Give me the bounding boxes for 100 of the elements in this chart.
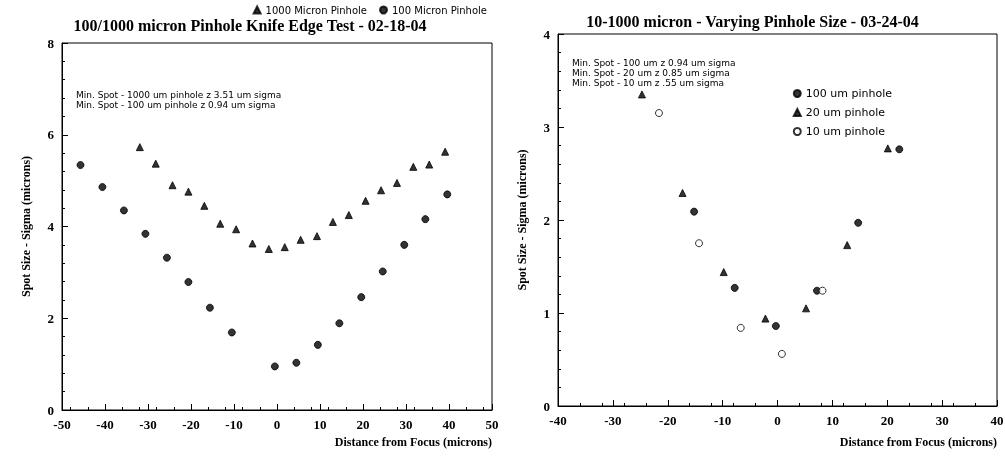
point <box>296 235 305 244</box>
point <box>232 225 241 234</box>
point <box>895 145 904 154</box>
point <box>200 201 209 210</box>
legend-label: 1000 Micron Pinhole <box>265 4 367 16</box>
point <box>280 243 289 252</box>
point <box>361 196 370 205</box>
point <box>678 189 687 198</box>
y-tick-label: 4 <box>47 219 55 234</box>
point <box>777 349 786 358</box>
x-tick-label: 10 <box>825 413 839 428</box>
point <box>719 268 728 277</box>
y-tick-label: 4 <box>543 26 551 42</box>
point <box>216 219 225 228</box>
x-tick-label: -40 <box>549 413 567 428</box>
x-tick-label: 30 <box>399 417 413 432</box>
point <box>441 147 450 156</box>
point <box>227 328 236 337</box>
point <box>730 283 739 292</box>
x-axis-title: Distance from Focus (microns) <box>334 435 493 449</box>
legend-label: 10 um pinhole <box>805 125 886 138</box>
point <box>270 362 279 371</box>
point <box>854 218 863 227</box>
point <box>344 211 353 220</box>
x-tick-label: 10 <box>313 417 327 432</box>
legend-label: 100 um pinhole <box>805 87 893 100</box>
x-tick-label: -40 <box>96 417 114 432</box>
point <box>690 207 699 216</box>
point <box>141 229 150 238</box>
point <box>443 190 452 199</box>
point <box>736 323 745 332</box>
point <box>151 159 160 168</box>
x-tick-label: 20 <box>356 417 370 432</box>
point <box>802 304 811 313</box>
point <box>818 286 827 295</box>
x-tick-label: 0 <box>273 417 281 432</box>
x-axis-title: Distance from Focus (microns) <box>839 435 998 449</box>
point <box>421 215 430 224</box>
y-tick-label: 1 <box>543 305 550 321</box>
point <box>637 90 646 99</box>
point <box>400 240 409 249</box>
point <box>248 239 257 248</box>
point <box>357 293 366 302</box>
y-tick-label: 0 <box>47 402 54 418</box>
point <box>425 160 434 169</box>
y-axis-title: Spot Size - Sigma (microns) <box>19 155 33 298</box>
annotation: Min. Spot - 100 um pinhole z 0.94 um sigma <box>76 99 276 110</box>
annotation: Min. Spot - 10 um z .55 um sigma <box>572 77 725 88</box>
point <box>264 244 273 253</box>
legend-label: 100 Micron Pinhole <box>391 4 488 16</box>
point <box>761 314 770 323</box>
point <box>771 322 780 331</box>
point <box>335 319 344 328</box>
x-tick-label: -20 <box>659 413 677 428</box>
x-tick-label: -10 <box>713 413 732 428</box>
x-tick-label: 0 <box>774 413 781 428</box>
legend-label: 20 um pinhole <box>805 106 886 119</box>
point <box>883 144 892 153</box>
annotation: Min. Spot - 20 um z 0.85 um sigma <box>572 67 730 78</box>
point <box>409 162 418 171</box>
x-tick-label: 20 <box>880 413 894 428</box>
point <box>184 278 193 287</box>
chart-title: 10-1000 micron - Varying Pinhole Size - 03-24-04 <box>586 12 919 31</box>
point <box>328 217 337 226</box>
x-tick-label: 40 <box>990 413 1004 428</box>
annotation: Min. Spot - 100 um z 0.94 um sigma <box>572 57 736 68</box>
point <box>378 267 387 276</box>
x-tick-label: 40 <box>442 417 456 432</box>
y-tick-label: 3 <box>543 119 551 135</box>
x-tick-label: -10 <box>225 417 243 432</box>
point <box>168 181 177 190</box>
y-axis-title: Spot Size - Sigma (microns) <box>515 149 529 291</box>
point <box>377 186 386 195</box>
x-tick-label: -20 <box>182 417 200 432</box>
point <box>392 178 401 187</box>
x-tick-label: -30 <box>139 417 157 432</box>
point <box>695 239 704 248</box>
point <box>313 340 322 349</box>
point <box>312 232 321 241</box>
point <box>205 303 214 312</box>
y-tick-label: 6 <box>47 127 55 143</box>
x-tick-label: 50 <box>485 417 499 432</box>
point <box>76 161 85 170</box>
point <box>843 241 852 250</box>
y-tick-label: 2 <box>543 212 550 228</box>
point <box>98 183 107 192</box>
x-tick-label: -50 <box>53 417 71 432</box>
point <box>292 358 301 367</box>
point <box>654 109 663 118</box>
y-tick-label: 8 <box>47 35 55 51</box>
point <box>162 253 171 262</box>
point <box>184 187 193 196</box>
annotation: Min. Spot - 1000 um pinhole z 3.51 um sigma <box>76 89 282 100</box>
point <box>119 206 128 215</box>
point <box>135 143 144 152</box>
y-tick-label: 2 <box>47 310 54 326</box>
x-tick-label: -30 <box>604 413 622 428</box>
y-tick-label: 0 <box>543 398 550 414</box>
chart-title: 100/1000 micron Pinhole Knife Edge Test - 02-18-04 <box>73 16 427 35</box>
x-tick-label: 30 <box>935 413 949 428</box>
